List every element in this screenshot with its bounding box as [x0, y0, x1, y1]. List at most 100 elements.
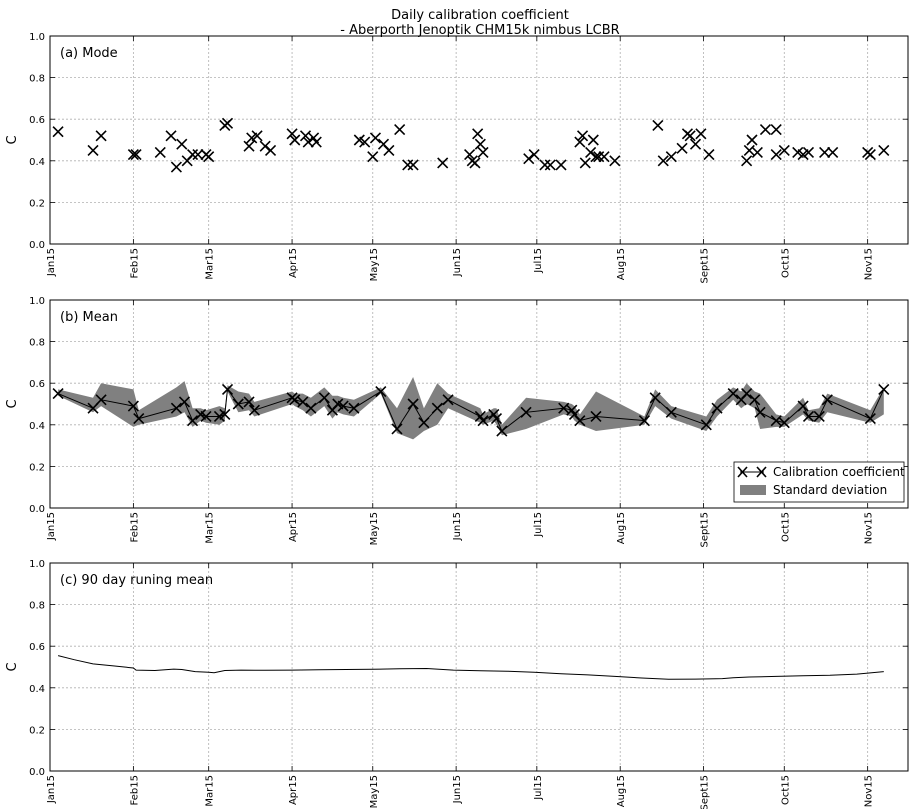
x-tick-label: Aug15 — [616, 775, 627, 807]
panel-mode: 0.0 0.2 0.4 0.6 0.8 1.0 Jan15 Feb15 Mar15 Apr15 Ma… — [5, 32, 909, 284]
data-point — [243, 140, 255, 152]
data-point — [743, 144, 755, 156]
data-point — [665, 151, 677, 163]
data-point — [178, 396, 191, 408]
data-point — [590, 410, 602, 423]
x-tick-label: Nov15 — [864, 775, 875, 807]
data-point — [609, 155, 621, 167]
y-axis-label: C — [5, 662, 20, 671]
data-point — [248, 404, 260, 416]
y-tick-label: 0.8 — [29, 601, 45, 612]
data-point — [369, 132, 382, 144]
plot-frame — [49, 299, 909, 509]
data-point — [348, 402, 360, 414]
data-point — [778, 144, 790, 156]
x-tick-label: Jan15 — [46, 248, 57, 277]
data-point — [638, 415, 650, 427]
data-point — [539, 159, 551, 171]
data-point — [130, 148, 142, 161]
data-point — [657, 155, 669, 167]
data-point — [170, 402, 182, 414]
title-line-1: Daily calibration coefficient — [391, 8, 569, 23]
data-point — [431, 402, 443, 414]
legend-coefficient-label: Calibration coefficient — [773, 465, 905, 479]
legend: Calibration coefficient Standard deviati… — [733, 461, 905, 503]
data-point — [649, 392, 661, 404]
data-point — [154, 146, 166, 159]
data-point — [407, 159, 419, 171]
y-axis-label: C — [5, 399, 20, 408]
data-point — [878, 383, 890, 396]
x-tick-label: Nov15 — [864, 248, 875, 280]
data-point — [528, 148, 540, 161]
data-point — [286, 128, 298, 140]
legend-box — [733, 461, 905, 503]
data-point — [186, 415, 199, 427]
legend-coefficient-symbol — [737, 466, 767, 478]
data-point — [474, 138, 486, 150]
data-point — [695, 128, 707, 140]
data-point — [555, 159, 567, 171]
data-point — [684, 130, 696, 142]
y-tick-label: 0.2 — [29, 725, 45, 736]
x-tick-label: May15 — [369, 248, 380, 281]
y-tick-label: 1.0 — [29, 559, 45, 570]
y-tick-label: 0.2 — [29, 462, 45, 473]
x-tick-label: Oct15 — [780, 248, 791, 278]
x-tick-label: Aug15 — [616, 248, 627, 280]
data-point — [243, 396, 255, 408]
data-point — [437, 157, 449, 169]
data-point — [289, 134, 301, 146]
y-axis-label: C — [5, 135, 20, 144]
x-tick-label: Jan15 — [46, 512, 57, 541]
title-line-2: - Aberporth Jenoptik CHM15k nimbus LCBR — [340, 23, 619, 38]
data-point — [472, 128, 484, 140]
panel-label: (b) Mean — [60, 310, 118, 325]
x-tick-label: Nov15 — [864, 512, 875, 544]
data-point — [302, 136, 314, 148]
y-tick-label: 0.8 — [29, 338, 45, 349]
data-point — [544, 159, 556, 171]
data-point — [127, 148, 139, 161]
data-point — [676, 142, 688, 154]
x-tick-label: Feb15 — [129, 775, 140, 805]
data-point — [375, 385, 387, 398]
data-point — [251, 130, 263, 142]
x-tick-label: Sept15 — [700, 248, 711, 284]
data-point — [289, 394, 301, 406]
y-tick-label: 0.6 — [29, 642, 45, 653]
data-point — [579, 157, 591, 169]
data-point — [751, 146, 763, 159]
data-point — [749, 394, 761, 406]
data-point — [127, 400, 139, 412]
data-point — [759, 124, 772, 136]
x-tick-label: Mar15 — [205, 512, 216, 544]
data-point — [770, 415, 782, 427]
data-point — [665, 406, 677, 418]
y-tick-label: 0.0 — [29, 767, 45, 778]
data-point — [383, 144, 395, 156]
data-point — [727, 388, 739, 400]
data-point — [700, 419, 712, 431]
x-tick-label: Apr15 — [288, 775, 299, 805]
x-tick-label: Jun15 — [452, 248, 463, 277]
data-point — [192, 148, 204, 161]
y-tick-label: 0.4 — [29, 684, 45, 695]
data-point — [496, 425, 508, 437]
data-point — [746, 134, 758, 146]
x-tick-label: Jul15 — [533, 248, 544, 274]
data-point — [574, 415, 586, 427]
data-point — [203, 151, 215, 163]
x-tick-label: Jun15 — [452, 512, 463, 541]
y-tick-label: 0.4 — [29, 421, 45, 432]
y-tick-label: 1.0 — [29, 32, 45, 43]
data-point — [477, 415, 489, 427]
panel-running-mean: 0.0 0.2 0.4 0.6 0.8 1.0 Jan15 Feb15 Mar15 Apr15 Ma… — [5, 559, 909, 809]
y-tick-label: 0.6 — [29, 115, 45, 126]
data-point — [165, 130, 177, 142]
data-point — [574, 136, 586, 148]
data-point — [367, 151, 379, 163]
data-point — [821, 394, 833, 406]
data-point — [827, 146, 839, 159]
x-tick-label: Feb15 — [129, 512, 140, 542]
